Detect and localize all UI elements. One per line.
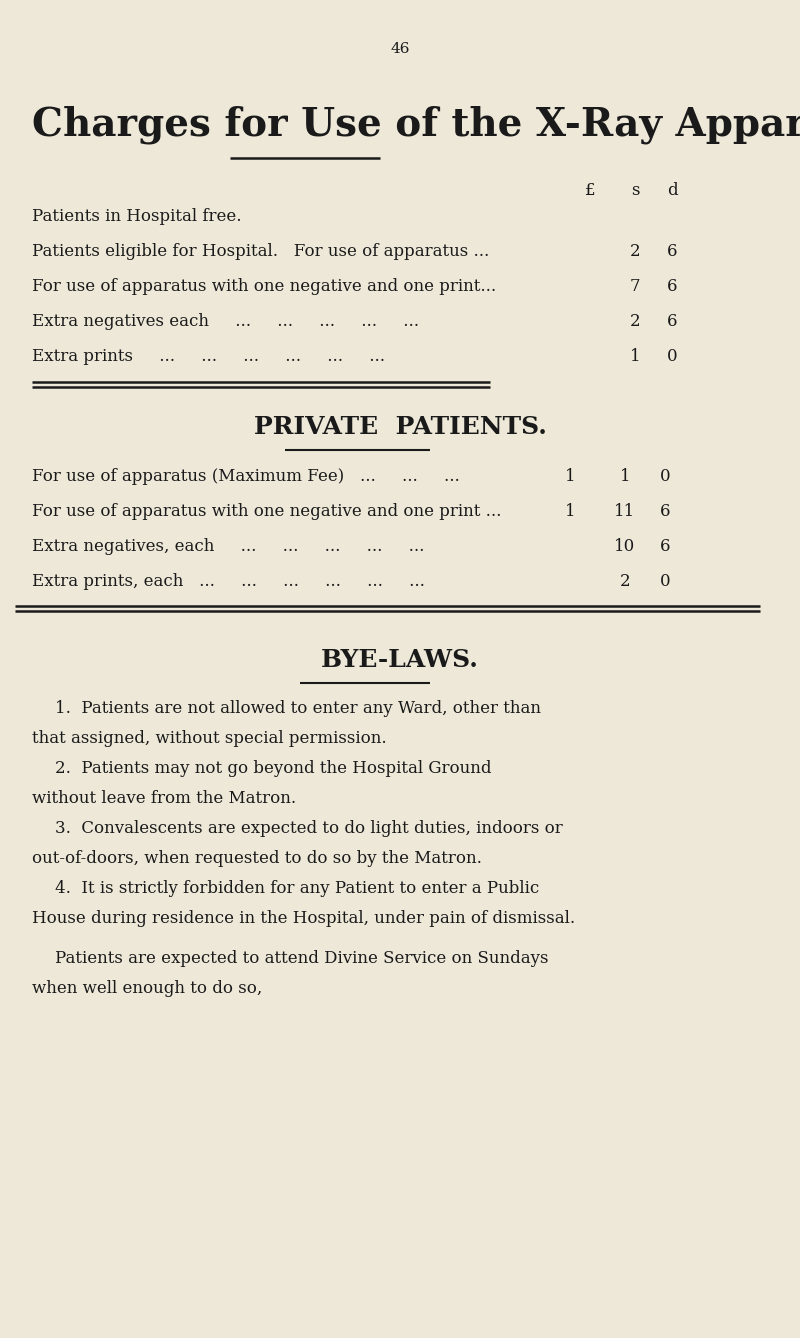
Text: Charges for Use of the X-Ray Apparatus.: Charges for Use of the X-Ray Apparatus. (32, 104, 800, 143)
Text: 2: 2 (630, 313, 640, 330)
Text: that assigned, without special permission.: that assigned, without special permissio… (32, 731, 386, 747)
Text: 6: 6 (660, 538, 670, 555)
Text: 1: 1 (565, 468, 575, 484)
Text: 1: 1 (565, 503, 575, 520)
Text: 2: 2 (630, 244, 640, 260)
Text: Patients in Hospital free.: Patients in Hospital free. (32, 207, 242, 225)
Text: s: s (630, 182, 639, 199)
Text: Extra prints     ...     ...     ...     ...     ...     ...: Extra prints ... ... ... ... ... ... (32, 348, 385, 365)
Text: Extra prints, each   ...     ...     ...     ...     ...     ...: Extra prints, each ... ... ... ... ... .… (32, 573, 425, 590)
Text: Patients are expected to attend Divine Service on Sundays: Patients are expected to attend Divine S… (55, 950, 549, 967)
Text: 0: 0 (660, 573, 670, 590)
Text: 6: 6 (660, 503, 670, 520)
Text: 0: 0 (660, 468, 670, 484)
Text: BYE-LAWS.: BYE-LAWS. (321, 648, 479, 672)
Text: 1: 1 (620, 468, 630, 484)
Text: PRIVATE  PATIENTS.: PRIVATE PATIENTS. (254, 415, 546, 439)
Text: without leave from the Matron.: without leave from the Matron. (32, 789, 296, 807)
Text: when well enough to do so,: when well enough to do so, (32, 979, 262, 997)
Text: For use of apparatus with one negative and one print...: For use of apparatus with one negative a… (32, 278, 496, 294)
Text: 2: 2 (620, 573, 630, 590)
Text: out-of-doors, when requested to do so by the Matron.: out-of-doors, when requested to do so by… (32, 850, 482, 867)
Text: 6: 6 (666, 278, 678, 294)
Text: Extra negatives, each     ...     ...     ...     ...     ...: Extra negatives, each ... ... ... ... ..… (32, 538, 424, 555)
Text: 4.  It is strictly forbidden for any Patient to enter a Public: 4. It is strictly forbidden for any Pati… (55, 880, 539, 896)
Text: d: d (666, 182, 678, 199)
Text: Patients eligible for Hospital.   For use of apparatus ...: Patients eligible for Hospital. For use … (32, 244, 490, 260)
Text: House during residence in the Hospital, under pain of dismissal.: House during residence in the Hospital, … (32, 910, 575, 927)
Text: For use of apparatus with one negative and one print ...: For use of apparatus with one negative a… (32, 503, 502, 520)
Text: 46: 46 (390, 41, 410, 56)
Text: 6: 6 (666, 313, 678, 330)
Text: For use of apparatus (Maximum Fee)   ...     ...     ...: For use of apparatus (Maximum Fee) ... .… (32, 468, 460, 484)
Text: 7: 7 (630, 278, 640, 294)
Text: 10: 10 (614, 538, 636, 555)
Text: Extra negatives each     ...     ...     ...     ...     ...: Extra negatives each ... ... ... ... ... (32, 313, 419, 330)
Text: 11: 11 (614, 503, 636, 520)
Text: 0: 0 (666, 348, 678, 365)
Text: 1: 1 (630, 348, 640, 365)
Text: 3.  Convalescents are expected to do light duties, indoors or: 3. Convalescents are expected to do ligh… (55, 820, 562, 838)
Text: 2.  Patients may not go beyond the Hospital Ground: 2. Patients may not go beyond the Hospit… (55, 760, 491, 777)
Text: 1.  Patients are not allowed to enter any Ward, other than: 1. Patients are not allowed to enter any… (55, 700, 541, 717)
Text: 6: 6 (666, 244, 678, 260)
Text: £: £ (585, 182, 595, 199)
